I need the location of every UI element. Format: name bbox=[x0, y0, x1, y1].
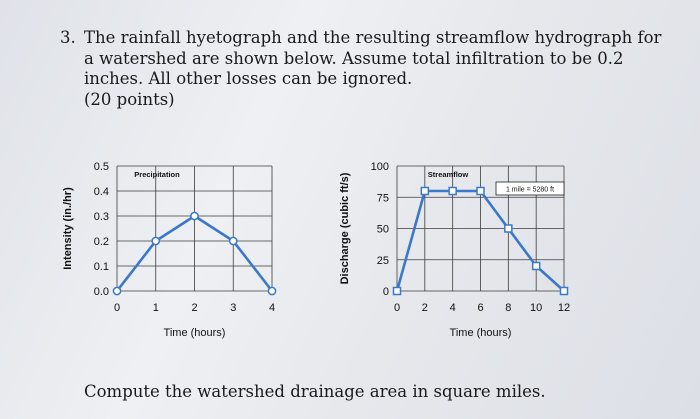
data-point bbox=[531, 261, 541, 271]
x-tick-label: 3 bbox=[230, 302, 236, 314]
question-footer: Compute the watershed drainage area in s… bbox=[84, 382, 546, 401]
y-tick-label: 0 bbox=[383, 286, 389, 298]
question-number: 3. bbox=[60, 28, 76, 47]
chart-title: Precipitation bbox=[134, 170, 180, 179]
x-tick-label: 12 bbox=[558, 302, 570, 314]
data-point bbox=[504, 224, 513, 233]
data-point bbox=[420, 186, 430, 196]
streamflow-chart: 0 2 4 6 8 10 12 0 25 50 75 100 Streamflow 1 mile = 52… bbox=[339, 161, 570, 339]
data-point bbox=[112, 286, 122, 296]
y-tick-label: 0.4 bbox=[94, 186, 109, 198]
y-axis-label: Discharge (cubic ft/s) bbox=[339, 172, 351, 284]
data-point bbox=[267, 286, 277, 296]
x-tick-label: 1 bbox=[153, 302, 159, 314]
data-point bbox=[151, 236, 161, 246]
data-point bbox=[448, 186, 457, 196]
x-tick-label: 0 bbox=[114, 302, 120, 314]
y-tick-label: 0.0 bbox=[94, 286, 109, 298]
y-tick-label: 0.5 bbox=[94, 161, 109, 173]
x-axis-label: Time (hours) bbox=[450, 327, 512, 339]
data-point bbox=[228, 236, 238, 246]
data-point bbox=[476, 186, 485, 196]
x-tick-label: 4 bbox=[269, 302, 275, 314]
y-tick-label: 25 bbox=[377, 255, 389, 267]
data-point bbox=[559, 286, 569, 296]
y-tick-label: 75 bbox=[377, 192, 389, 204]
y-axis-label: Intensity (in./hr) bbox=[62, 187, 74, 270]
annotation-box bbox=[495, 181, 565, 196]
data-point bbox=[392, 286, 402, 296]
x-tick-label: 6 bbox=[477, 302, 483, 314]
chart-title: Streamflow bbox=[428, 170, 469, 179]
question-text: The rainfall hyetograph and the resultin… bbox=[84, 28, 662, 88]
annotation-label: 1 mile = 5280 ft bbox=[506, 187, 554, 194]
x-tick-label: 4 bbox=[450, 302, 456, 314]
y-tick-label: 0.3 bbox=[94, 211, 109, 223]
x-tick-label: 10 bbox=[530, 302, 542, 314]
x-tick-label: 8 bbox=[505, 302, 511, 314]
question-points: (20 points) bbox=[84, 90, 175, 109]
x-tick-label: 0 bbox=[394, 302, 400, 314]
precipitation-chart: 0 1 2 3 4 0.0 0.1 0.2 0.3 0.4 0.5 Precipitation Time… bbox=[62, 161, 277, 339]
x-tick-label: 2 bbox=[191, 302, 197, 314]
y-tick-label: 50 bbox=[377, 224, 389, 236]
x-tick-label: 2 bbox=[422, 302, 428, 314]
y-tick-label: 100 bbox=[371, 161, 389, 173]
y-tick-label: 0.1 bbox=[94, 261, 109, 273]
y-tick-label: 0.2 bbox=[94, 236, 109, 248]
x-axis-label: Time (hours) bbox=[164, 327, 226, 339]
data-point bbox=[190, 211, 199, 221]
